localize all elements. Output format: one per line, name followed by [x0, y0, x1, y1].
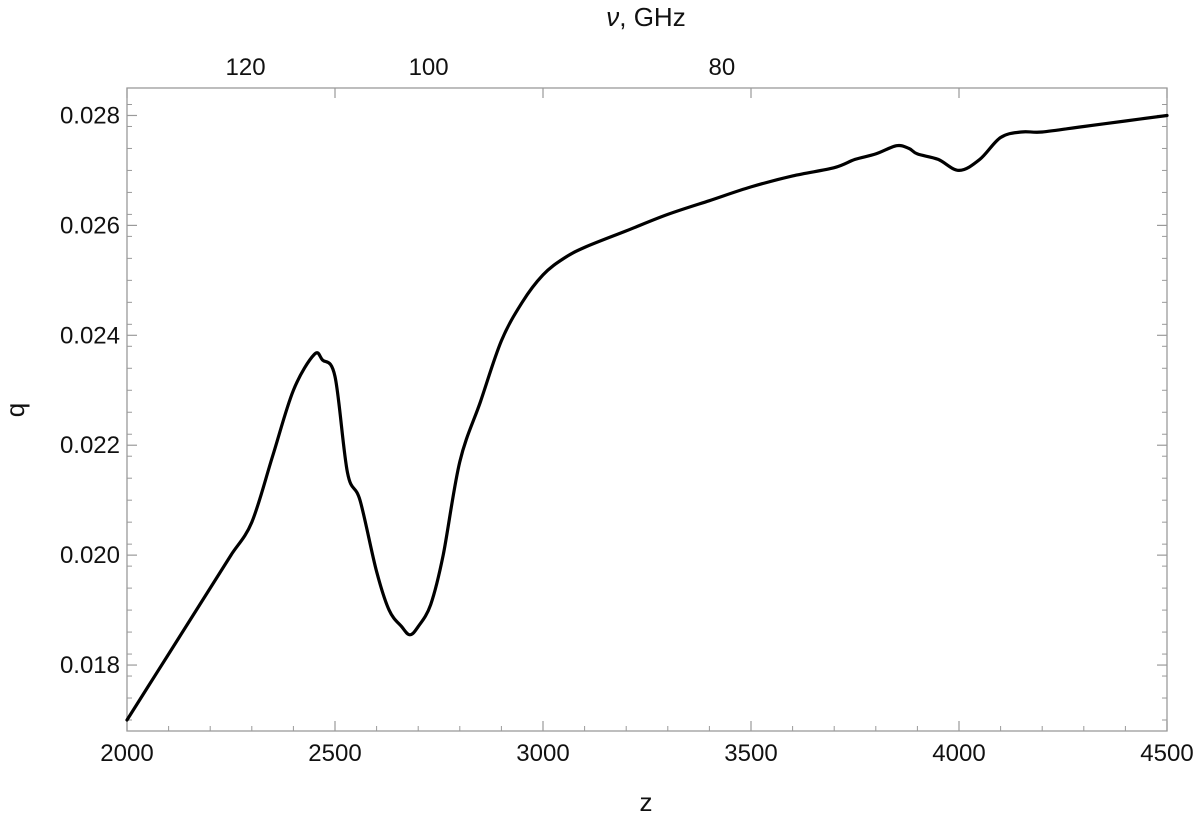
- y-tick-label: 0.022: [60, 432, 120, 459]
- top-tick-label: 80: [709, 54, 736, 81]
- x-tick-label: 2000: [100, 740, 153, 767]
- top-tick-label: 100: [409, 54, 449, 81]
- top-axis-title-unit: , GHz: [619, 2, 685, 32]
- x-tick-label: 3500: [724, 740, 777, 767]
- y-tick-label: 0.028: [60, 102, 120, 129]
- top-axis-title: ν, GHz: [606, 2, 685, 32]
- y-tick-label: 0.026: [60, 212, 120, 239]
- x-tick-label: 4000: [932, 740, 985, 767]
- series-line: [125, 113, 1169, 722]
- y-tick-label: 0.018: [60, 652, 120, 679]
- y-axis-title: q: [0, 403, 30, 417]
- top-axis-title-symbol: ν: [606, 2, 619, 32]
- x-axis-title: z: [640, 787, 653, 817]
- y-tick-label: 0.020: [60, 542, 120, 569]
- x-tick-label: 2500: [308, 740, 361, 767]
- y-tick-label: 0.024: [60, 322, 120, 349]
- x-tick-label: 3000: [516, 740, 569, 767]
- axis-ticks: [126, 88, 1168, 731]
- x-tick-label: 4500: [1140, 740, 1193, 767]
- axis-tick-labels: 2000 2500 3000 3500 4000 4500 0.018 0.020 0.022 0…: [60, 54, 1194, 767]
- top-tick-label: 120: [226, 54, 266, 81]
- plot-frame: [126, 87, 1168, 732]
